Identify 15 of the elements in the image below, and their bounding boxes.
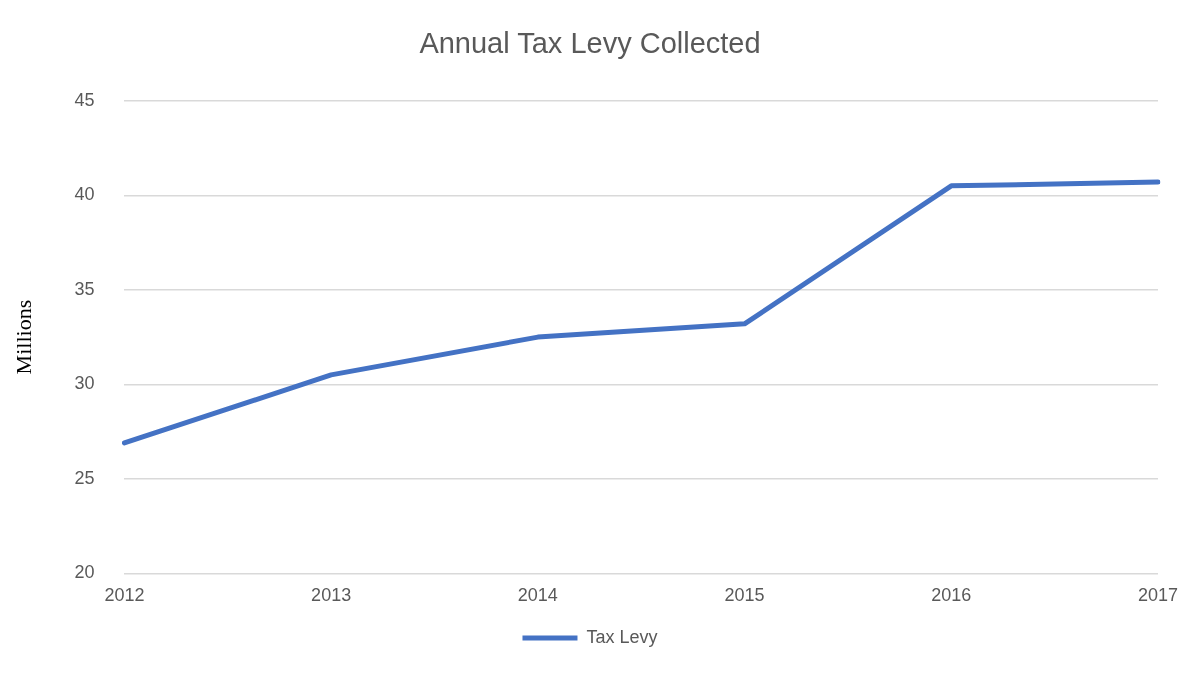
x-tick-label: 2013 <box>311 585 352 606</box>
y-tick-label: 30 <box>74 373 95 394</box>
y-axis-title: Millions <box>10 299 36 375</box>
y-tick-label: 25 <box>74 467 95 488</box>
y-tick-label: 40 <box>74 184 95 205</box>
legend-label: Tax Levy <box>586 626 658 647</box>
x-tick-label: 2017 <box>1137 585 1178 606</box>
x-tick-label: 2016 <box>931 585 972 606</box>
x-tick-label: 2014 <box>517 585 558 606</box>
chart-title: Annual Tax Levy Collected <box>419 27 761 60</box>
x-tick-label: 2015 <box>724 585 765 606</box>
y-tick-label: 45 <box>74 89 95 110</box>
y-tick-label: 20 <box>74 562 95 583</box>
x-tick-label: 2012 <box>104 585 145 606</box>
y-tick-label: 35 <box>74 278 95 299</box>
